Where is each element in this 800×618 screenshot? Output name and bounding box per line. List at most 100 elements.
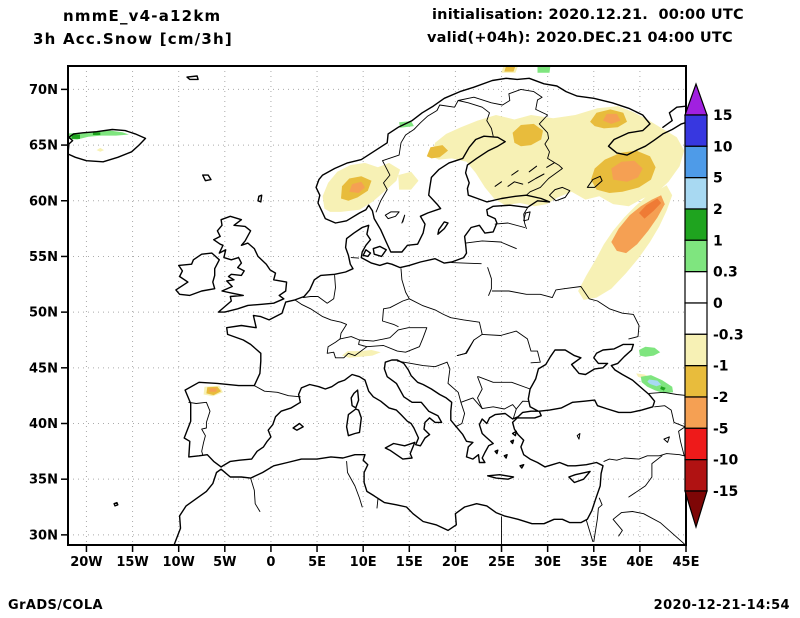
colorbar-tick-label: 2 [713,202,723,218]
country-border [523,207,528,230]
country-border [250,477,261,512]
coastline [175,252,220,297]
country-border [648,391,686,396]
country-border [632,511,685,545]
snow-shading [68,66,685,397]
lake-outline [384,211,400,220]
country-border [628,455,663,498]
grads-credit: GrADS/COLA [8,598,103,613]
country-border [350,257,360,259]
country-border [563,286,640,340]
country-border [494,222,526,228]
coastline [202,174,212,182]
lake-outline [528,165,538,173]
lat-axis-label: 35N [29,473,58,488]
valid-time-label: valid(+04h): 2020.DEC.21 04:00 UTC [427,30,733,46]
plot-title-variable: 3h Acc.Snow [cm/3h] [33,30,233,48]
shaded-region-pale_yellow [342,350,381,358]
lake-outline [494,181,502,187]
lat-axis-label: 45N [29,361,58,376]
shaded-region-dark_green [71,134,80,139]
shaded-region-goldenrod [426,145,448,159]
shaded-region-light_green [639,346,661,357]
colorbar-segment [684,427,708,461]
lon-axis-label: 25E [488,555,515,570]
coastline [511,430,517,437]
lat-axis-label: 60N [29,194,58,209]
country-border [382,268,410,328]
shaded-region-orange [611,160,643,182]
country-border [451,262,482,265]
country-border [460,397,483,410]
lon-axis-label: 10E [350,555,377,570]
lake-outline [527,173,545,184]
colorbar-tick-label: -1 [713,359,729,375]
colorbar-segment [684,114,708,147]
country-border [612,511,633,537]
colorbar-tick-label: 10 [713,139,733,155]
creation-timestamp: 2020-12-21-14:54 [653,598,790,613]
colorbar-tick-label: -2 [713,390,729,406]
lat-axis-label: 55N [29,250,58,265]
lon-axis-label: 10W [162,555,194,570]
colorbar-tick-label: -5 [713,421,729,437]
shaded-region-pale_yellow [398,171,419,190]
country-border [654,405,686,428]
plot-title-model: nmmE_v4-a12km [63,7,222,25]
colorbar-tick-label: -10 [713,453,739,469]
colorbar-segment [684,239,708,273]
lon-axis-label: 15W [116,555,148,570]
coastline [68,128,147,163]
lon-axis-label: 20W [70,555,102,570]
country-border [603,453,685,462]
country-border [678,426,686,457]
colorbar-tick-label: -0.3 [713,327,744,343]
country-border [487,267,492,296]
lat-axis-label: 40N [29,417,58,432]
country-border [515,400,530,410]
colorbar-tick-label: 5 [713,171,723,187]
coastline [292,422,304,431]
map-layers [68,66,686,545]
lat-axis-label: 50N [29,306,58,321]
colorbar-segment [684,459,708,492]
coastline [519,464,525,469]
country-border [477,376,483,410]
shaded-region-deep_orange [639,198,662,219]
country-border [396,360,448,368]
coastline [173,343,656,545]
colorbar: 15 10 5 2 1 0.3 0 -0.3 -1 -2 -5 -10 -15 [684,82,744,530]
coastline [437,221,449,235]
country-border [457,100,494,137]
country-border [326,336,368,359]
country-border [253,385,301,398]
colorbar-tick-label: -15 [713,484,738,500]
country-border [457,88,543,106]
country-border [491,288,565,299]
country-border [454,413,466,428]
shaded-region-orange [349,181,365,193]
colorbar-segment [684,271,708,304]
shaded-region-dark_green [92,132,101,135]
lon-axis-label: 5E [308,555,326,570]
coastline [372,245,387,258]
colorbar-tick-label: 1 [713,233,723,249]
coastline [113,501,119,507]
country-border [359,327,428,353]
coastline [503,454,508,459]
coastline [662,105,686,128]
lake-outline [663,436,670,443]
shaded-region-orange [603,113,621,124]
shaded-region-dark_green [660,386,666,391]
lon-axis-label: 0 [266,555,275,570]
country-border [465,240,517,250]
lake-outline [511,170,519,176]
colorbar-segment [684,365,708,398]
colorbar-segment [684,333,708,367]
lon-axis-label: 15E [396,555,423,570]
coastline [350,389,360,409]
country-border [481,330,541,364]
country-border [375,100,459,213]
